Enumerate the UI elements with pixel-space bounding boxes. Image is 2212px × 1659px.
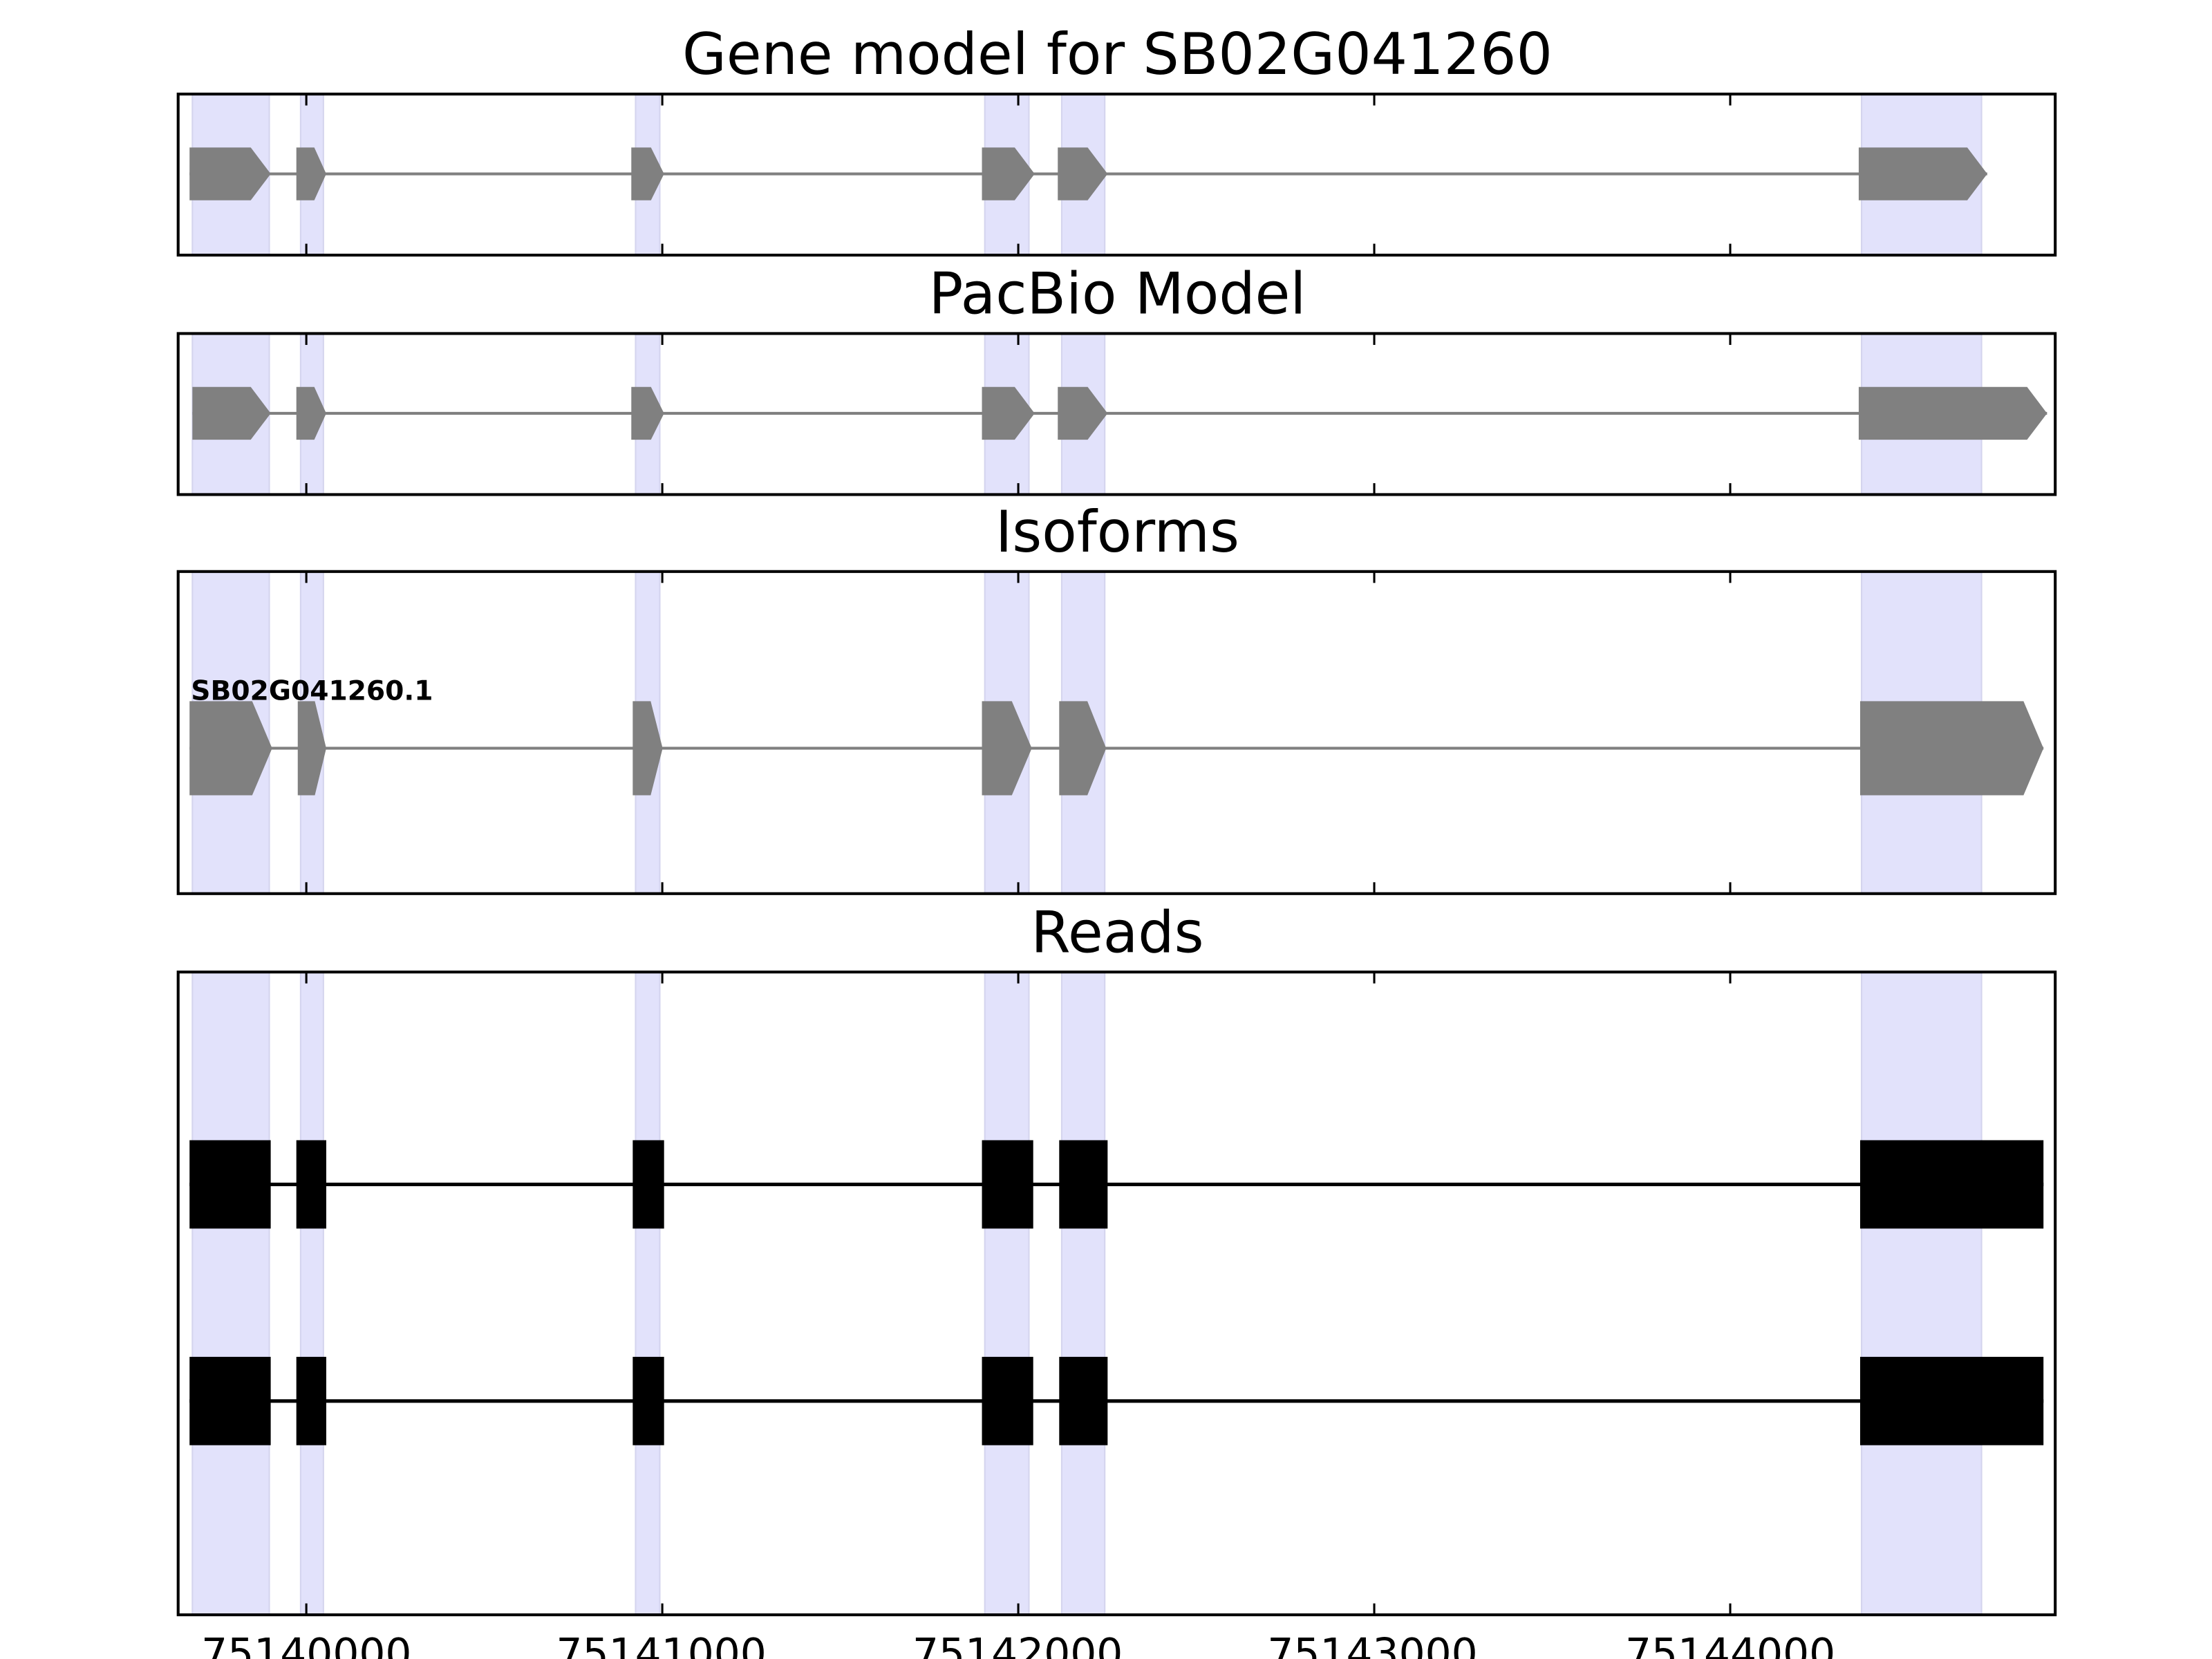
highlight-region xyxy=(635,971,661,1616)
read-exon-block xyxy=(632,1140,664,1229)
read-exon-block xyxy=(189,1140,271,1229)
read-exon-block xyxy=(296,1140,326,1229)
exon-arrow xyxy=(1858,386,2047,440)
exon-arrow xyxy=(631,147,664,200)
exon-arrow xyxy=(1058,386,1108,440)
read-exon-block xyxy=(632,1356,664,1445)
panel-title-gene-model: Gene model for SB02G041260 xyxy=(682,21,1553,88)
panel-title-pacbio: PacBio Model xyxy=(929,261,1306,328)
read-exon-block xyxy=(1859,1356,2044,1445)
exon-arrow xyxy=(982,386,1035,440)
panel-frame xyxy=(176,570,2057,895)
exon-arrow xyxy=(296,386,326,440)
x-tick-label: 75140000 xyxy=(201,1630,411,1659)
exon-arrow xyxy=(1858,147,1987,200)
highlight-region xyxy=(984,971,1030,1616)
exon-arrow xyxy=(982,701,1032,796)
exon-arrow xyxy=(189,147,271,200)
x-tick-label: 75143000 xyxy=(1267,1630,1477,1659)
read-exon-block xyxy=(189,1356,271,1445)
exon-arrow xyxy=(1058,147,1108,200)
read-exon-block xyxy=(1859,1140,2044,1229)
exon-arrow xyxy=(297,701,326,796)
x-tick-label: 75144000 xyxy=(1625,1630,1835,1659)
exon-arrow xyxy=(296,147,326,200)
panel-title-isoforms: Isoforms xyxy=(995,499,1239,565)
exon-arrow xyxy=(632,701,663,796)
highlight-region xyxy=(1861,971,1983,1616)
exon-arrow xyxy=(631,386,664,440)
highlight-region xyxy=(1060,971,1106,1616)
exon-arrow xyxy=(1059,701,1107,796)
panel-frame xyxy=(176,332,2057,496)
isoform-label: SB02G041260.1 xyxy=(191,675,433,706)
exon-arrow xyxy=(982,147,1035,200)
read-exon-block xyxy=(982,1140,1033,1229)
panel-frame xyxy=(176,93,2057,257)
read-exon-block xyxy=(1059,1356,1108,1445)
exon-arrow xyxy=(192,386,271,440)
read-exon-block xyxy=(982,1356,1033,1445)
highlight-region xyxy=(191,971,270,1616)
highlight-region xyxy=(299,971,324,1616)
panel-frame xyxy=(176,971,2057,1617)
x-tick-label: 75141000 xyxy=(556,1630,767,1659)
x-tick-label: 75142000 xyxy=(912,1630,1123,1659)
exon-arrow xyxy=(189,701,272,796)
read-exon-block xyxy=(1059,1140,1108,1229)
read-exon-block xyxy=(296,1356,326,1445)
exon-arrow xyxy=(1859,701,2044,796)
panel-title-reads: Reads xyxy=(1031,899,1203,966)
